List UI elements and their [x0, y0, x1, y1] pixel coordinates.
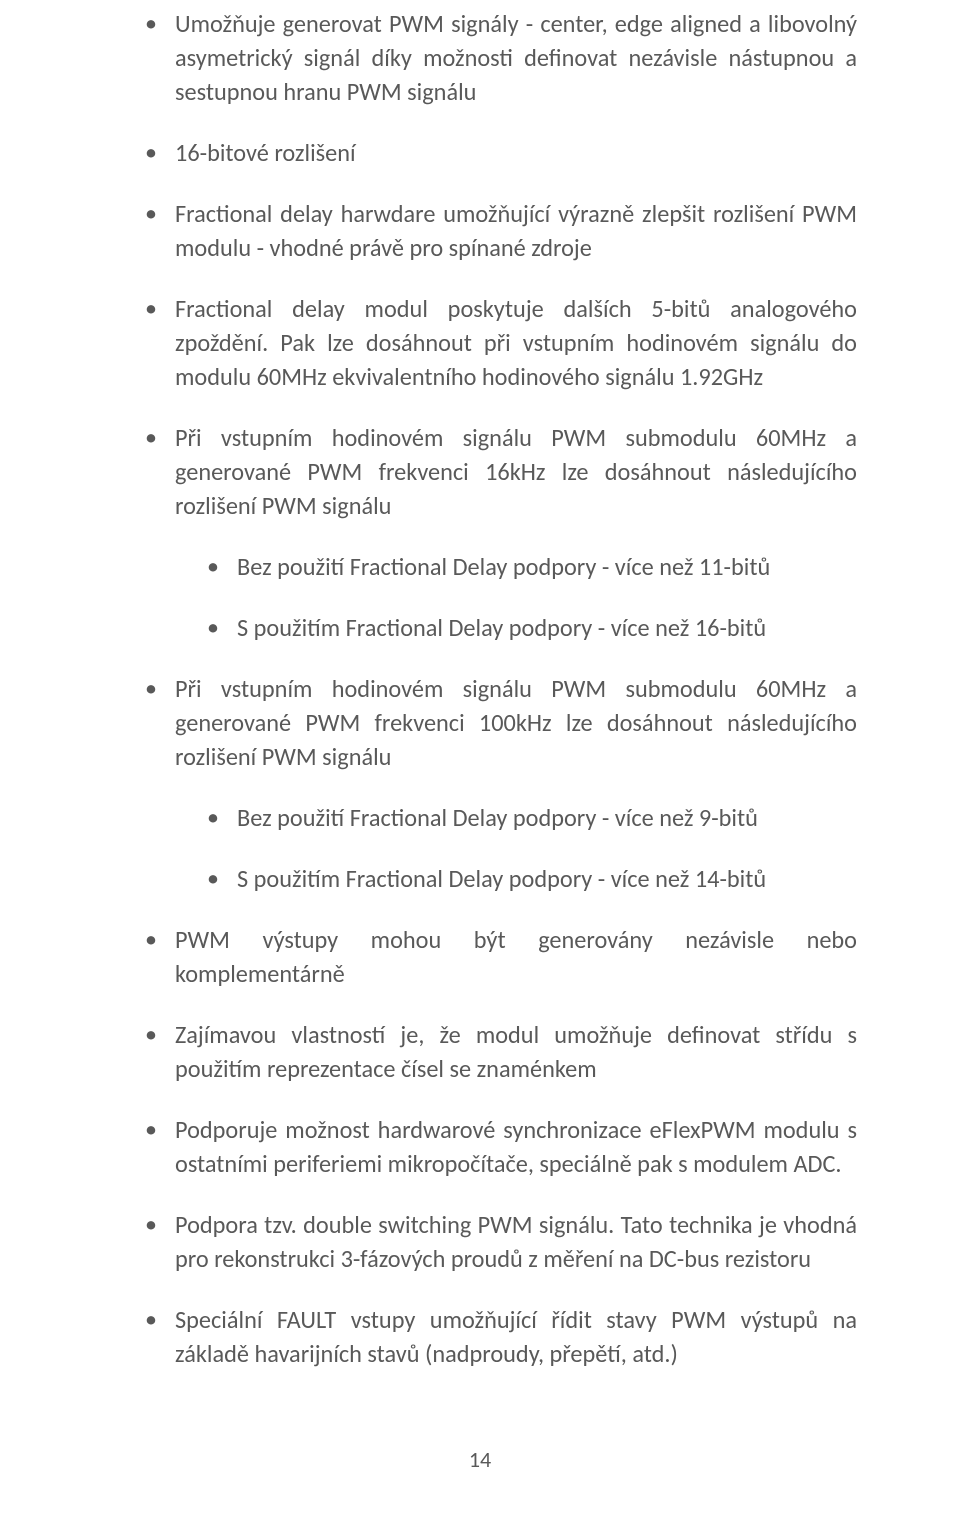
list-item-text: PWM výstupy mohou být generovány nezávis… [175, 925, 857, 989]
list-item-text: S použitím Fractional Delay podpory - ví… [237, 613, 766, 643]
list-item-text: Při vstupním hodinovém signálu PWM submo… [175, 423, 857, 521]
list-item: Umožňuje generovat PWM signály - center,… [145, 7, 857, 109]
list-item-text: Zajímavou vlastností je, že modul umožňu… [175, 1020, 857, 1084]
page-number: 14 [0, 1446, 960, 1473]
list-item: Podporuje možnost hardwarové synchroniza… [145, 1113, 857, 1181]
bullet-list-level2: Bez použití Fractional Delay podpory - v… [175, 550, 857, 645]
list-item-text: S použitím Fractional Delay podpory - ví… [237, 864, 766, 894]
list-item: Fractional delay modul poskytuje dalších… [145, 292, 857, 394]
list-item: Bez použití Fractional Delay podpory - v… [207, 801, 857, 835]
list-item: Při vstupním hodinovém signálu PWM submo… [145, 672, 857, 896]
list-item-text: Při vstupním hodinovém signálu PWM submo… [175, 674, 857, 772]
list-item: Podpora tzv. double switching PWM signál… [145, 1208, 857, 1276]
list-item: Fractional delay harwdare umožňující výr… [145, 197, 857, 265]
list-item-text: Podporuje možnost hardwarové synchroniza… [175, 1115, 857, 1179]
list-item: Speciální FAULT vstupy umožňující řídit … [145, 1303, 857, 1371]
list-item-text: Fractional delay harwdare umožňující výr… [175, 199, 857, 263]
list-item: S použitím Fractional Delay podpory - ví… [207, 862, 857, 896]
list-item: PWM výstupy mohou být generovány nezávis… [145, 923, 857, 991]
list-item-text: Podpora tzv. double switching PWM signál… [175, 1210, 857, 1274]
list-item-text: Speciální FAULT vstupy umožňující řídit … [175, 1305, 857, 1369]
list-item: Při vstupním hodinovém signálu PWM submo… [145, 421, 857, 645]
list-item: 16-bitové rozlišení [145, 136, 857, 170]
list-item: Bez použití Fractional Delay podpory - v… [207, 550, 857, 584]
list-item-text: Bez použití Fractional Delay podpory - v… [237, 803, 758, 833]
list-item-text: Bez použití Fractional Delay podpory - v… [237, 552, 770, 582]
list-item-text: 16-bitové rozlišení [175, 138, 356, 168]
list-item: S použitím Fractional Delay podpory - ví… [207, 611, 857, 645]
bullet-list-level1: Umožňuje generovat PWM signály - center,… [123, 7, 857, 1371]
list-item-text: Fractional delay modul poskytuje dalších… [175, 294, 857, 392]
bullet-list-level2: Bez použití Fractional Delay podpory - v… [175, 801, 857, 896]
document-page: Umožňuje generovat PWM signály - center,… [0, 0, 960, 1528]
list-item: Zajímavou vlastností je, že modul umožňu… [145, 1018, 857, 1086]
list-item-text: Umožňuje generovat PWM signály - center,… [175, 9, 857, 107]
